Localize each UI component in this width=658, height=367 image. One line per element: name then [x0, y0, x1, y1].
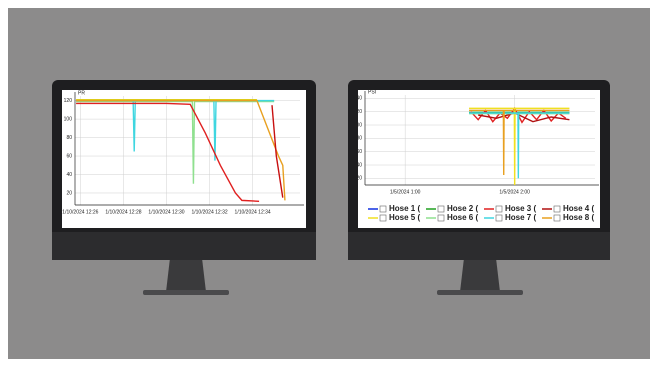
legend-label: Hose 5 ( [389, 213, 420, 222]
series-line [271, 105, 284, 198]
legend-checkbox [437, 214, 445, 222]
legend-checkbox [553, 205, 561, 213]
chart-right: 20 40 60 80 100 120 140 1/5/2024 1:00 1/5/2024 2… [354, 89, 599, 222]
y-tick-label: 120 [354, 109, 363, 115]
y-tick-label: 80 [66, 135, 72, 141]
y-tick-label: 100 [354, 122, 363, 128]
legend-label: Hose 2 ( [447, 204, 478, 213]
legend-checkbox [379, 214, 387, 222]
x-tick-label: 1/5/2024 1:00 [390, 189, 421, 195]
legend-label: Hose 8 ( [563, 213, 594, 222]
series-line [469, 107, 570, 186]
y-tick-label: 40 [66, 172, 72, 178]
x-tick-label: 1/10/2024 12:34 [235, 209, 271, 215]
y-tick-label: 60 [66, 153, 72, 159]
y-tick-label: 80 [356, 136, 362, 142]
legend-label: Hose 1 ( [389, 204, 420, 213]
y-axis-label: PSI [368, 89, 376, 95]
x-tick-label: 1/10/2024 12:26 [62, 209, 98, 215]
y-tick-label: 140 [354, 96, 363, 102]
legend-checkbox [379, 205, 387, 213]
y-tick-label: 100 [64, 116, 73, 122]
series-line [478, 112, 570, 123]
legend-label: Hose 7 ( [505, 213, 536, 222]
series-line [76, 100, 275, 184]
series-line [469, 109, 570, 176]
chart-left: 20 40 60 80 100 120 1/10/2024 12:26 1/10/2024 1… [62, 90, 304, 215]
legend-checkbox [553, 214, 561, 222]
y-tick-label: 20 [356, 176, 362, 182]
legend-checkbox [495, 214, 503, 222]
y-tick-label: 120 [64, 98, 73, 104]
y-tick-label: 40 [356, 162, 362, 168]
legend-label: Hose 3 ( [505, 204, 536, 213]
y-tick-label: 60 [356, 149, 362, 155]
legend-checkbox [495, 205, 503, 213]
x-tick-label: 1/10/2024 12:28 [105, 209, 141, 215]
series-line [469, 112, 570, 179]
series-line [76, 102, 260, 203]
legend-label: Hose 4 ( [563, 204, 594, 213]
y-tick-label: 20 [66, 190, 72, 196]
x-tick-label: 1/10/2024 12:30 [148, 209, 184, 215]
legend-label: Hose 6 ( [447, 213, 478, 222]
series-line [76, 99, 286, 201]
y-axis-label: PR [78, 90, 85, 96]
legend-checkbox [437, 205, 445, 213]
x-tick-label: 1/10/2024 12:32 [191, 209, 227, 215]
x-tick-label: 1/5/2024 2:00 [499, 189, 530, 195]
